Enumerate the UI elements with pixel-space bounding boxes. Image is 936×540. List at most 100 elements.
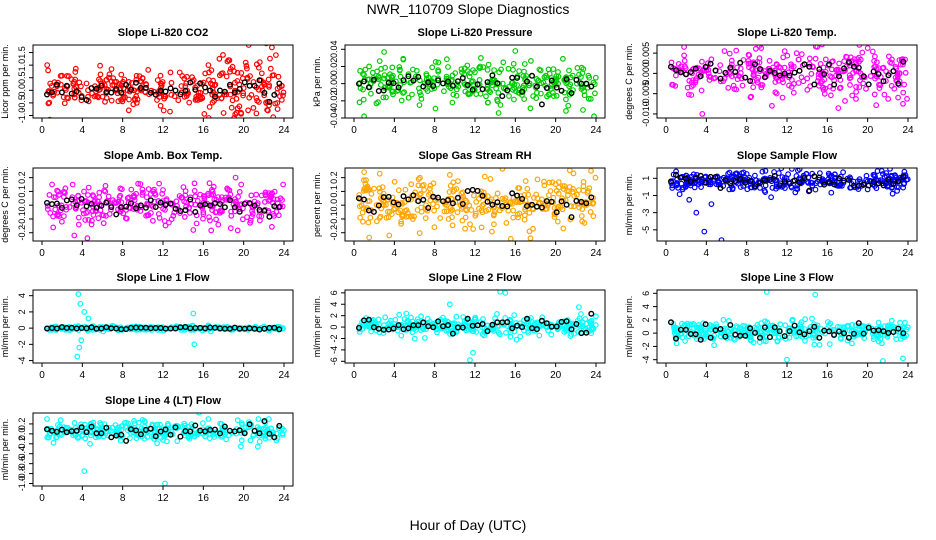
data-point <box>725 170 731 177</box>
outlier-point <box>446 171 453 178</box>
reference-point <box>514 322 521 329</box>
reference-point <box>524 78 531 85</box>
reference-point <box>88 85 95 92</box>
y-tick-label: 0.2 <box>329 171 339 184</box>
x-tick-label: 16 <box>822 125 834 136</box>
data-point <box>368 90 374 97</box>
data-point <box>432 105 439 112</box>
data-point <box>546 192 552 199</box>
data-point <box>137 208 144 214</box>
data-point <box>395 187 402 194</box>
y-tick-label: -0.8 <box>17 466 27 482</box>
x-tick-label: 8 <box>744 125 750 136</box>
data-point <box>360 187 367 194</box>
reference-point <box>786 328 793 335</box>
reference-point <box>78 424 85 431</box>
reference-point <box>226 197 233 204</box>
reference-point <box>430 82 437 89</box>
data-point <box>809 315 815 322</box>
reference-point <box>231 204 238 211</box>
data-point <box>364 323 371 329</box>
data-point <box>725 84 732 91</box>
reference-point <box>108 204 115 211</box>
reference-point <box>533 203 540 210</box>
data-point <box>717 78 724 85</box>
data-point <box>358 202 365 209</box>
y-tick-label: 4 <box>641 304 651 309</box>
reference-point <box>459 324 466 331</box>
data-point <box>422 215 429 222</box>
reference-point <box>816 334 823 341</box>
reference-point <box>742 332 749 339</box>
data-point <box>517 333 524 340</box>
data-point <box>196 94 203 101</box>
data-point <box>541 182 548 189</box>
data-point <box>75 193 81 200</box>
data-point <box>856 84 863 90</box>
data-point <box>163 438 170 445</box>
data-point <box>902 69 909 76</box>
x-tick-label: 24 <box>902 370 914 381</box>
data-point <box>408 181 415 188</box>
data-point <box>671 326 678 332</box>
data-point <box>143 82 150 88</box>
data-point <box>773 61 780 67</box>
reference-point <box>370 208 377 215</box>
data-point <box>390 206 397 213</box>
reference-point <box>533 83 540 90</box>
data-point <box>808 70 815 77</box>
reference-point <box>707 60 714 67</box>
reference-point <box>538 317 545 324</box>
data-point <box>867 73 874 79</box>
data-point <box>548 331 555 338</box>
outlier-point <box>265 107 271 114</box>
x-tick-label: 20 <box>862 248 874 259</box>
reference-point <box>692 65 699 72</box>
x-tick-label: 4 <box>80 248 86 259</box>
data-point <box>462 214 469 221</box>
data-point <box>801 326 808 332</box>
data-point <box>280 89 287 96</box>
y-axis-label: ml/min per min. <box>312 296 322 358</box>
data-point <box>435 59 442 66</box>
data-point <box>473 210 479 217</box>
data-point <box>827 320 834 327</box>
data-point <box>95 76 102 83</box>
data-point <box>253 95 260 101</box>
data-point <box>151 186 157 193</box>
data-point <box>539 314 546 321</box>
data-point <box>266 102 272 109</box>
y-tick-label: -0.1 <box>329 211 339 227</box>
reference-point <box>757 334 764 341</box>
data-point <box>863 176 870 183</box>
data-point <box>221 91 228 98</box>
data-point <box>881 91 888 98</box>
data-point <box>491 221 497 228</box>
data-point <box>220 110 227 116</box>
y-tick-label: 0.2 <box>17 171 27 184</box>
reference-point <box>791 69 798 76</box>
data-point <box>247 73 253 79</box>
data-point <box>180 184 187 191</box>
data-point <box>840 169 846 176</box>
data-point <box>195 413 202 416</box>
data-point <box>566 83 573 90</box>
data-point <box>227 225 234 232</box>
reference-point <box>162 426 169 433</box>
data-point <box>233 198 240 205</box>
reference-point <box>365 207 372 214</box>
reference-point <box>504 319 511 326</box>
reference-point <box>687 68 694 75</box>
data-point <box>378 81 384 88</box>
data-point <box>201 195 208 202</box>
data-point <box>174 438 181 445</box>
reference-point <box>454 194 461 201</box>
reference-point <box>266 430 273 437</box>
reference-point <box>504 203 511 210</box>
reference-point <box>395 322 402 329</box>
data-point <box>873 102 880 109</box>
x-tick-label: 24 <box>590 370 602 381</box>
data-point <box>103 76 110 83</box>
reference-point <box>73 202 80 209</box>
data-point <box>270 72 277 78</box>
